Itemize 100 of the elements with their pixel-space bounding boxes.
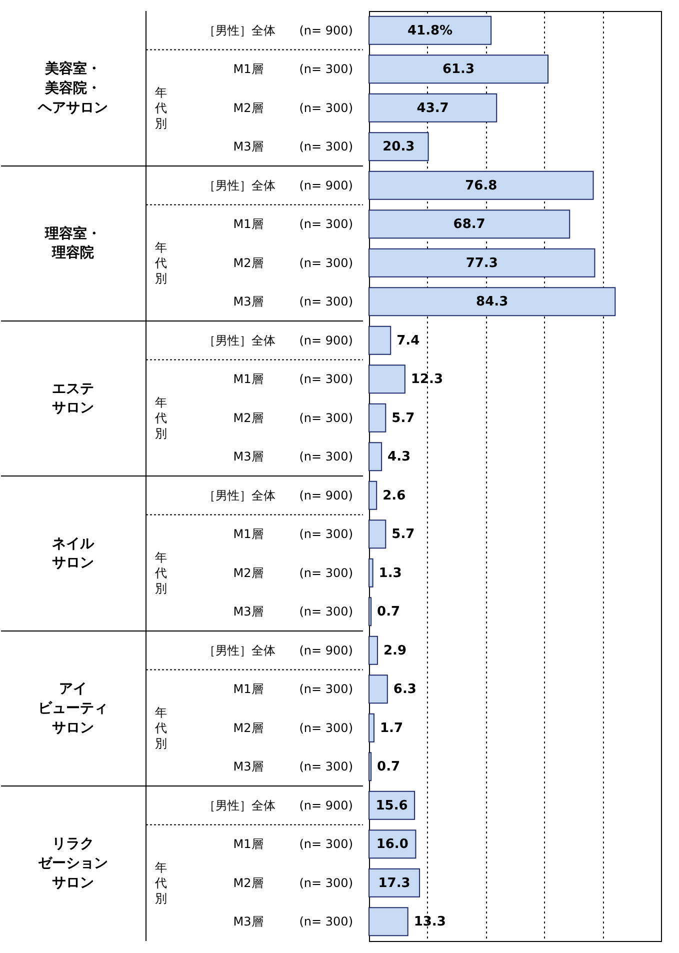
text: 理容院 [51,244,94,262]
bar [368,480,378,510]
y-tick-label: ［男性］全体 (n= 900) [203,178,353,192]
text: 別 [155,271,167,286]
text: 別 [155,426,167,440]
text: 年 [155,860,167,874]
bar [368,93,498,122]
text: ビューティ [38,700,108,716]
bar [368,326,392,355]
bar [368,364,406,394]
y-tick-label: M1層 (n= 300) [233,682,353,696]
text: 年 [155,395,167,410]
y-tick-label: M3層 (n= 300) [233,140,353,154]
text: 代 [154,410,167,425]
y-tick-label: M2層 (n= 300) [233,256,353,270]
y-tick-label: ［男性］全体 (n= 900) [203,643,353,658]
y-tick-label: M1層 (n= 300) [233,62,353,76]
y-tick-label: M2層 (n= 300) [233,720,353,735]
data-label: 15.6 [376,798,408,814]
bar [368,287,616,316]
text: 年 [155,240,167,254]
y-tick-label: M1層 (n= 300) [233,372,353,386]
y-tick-label: M2層 (n= 300) [233,100,353,115]
bar [368,442,382,472]
data-label: 4.3 [388,450,411,465]
text: リラク [52,836,94,852]
y-tick-label: M3層 (n= 300) [233,604,353,619]
data-label: 2.9 [383,643,406,658]
data-label: 6.3 [393,682,416,698]
data-label: 76.8 [465,178,498,194]
text: 年 [155,550,167,564]
y-tick-label: ［男性］全体 (n= 900) [203,798,353,812]
bar [368,520,386,549]
data-label: 17.3 [378,876,410,891]
y-tick-label: M2層 (n= 300) [233,566,353,580]
data-label: 0.7 [377,760,400,775]
text: 美容室・ [44,60,101,78]
text: 代 [154,876,167,890]
text: 代 [154,720,167,735]
bar [368,868,420,898]
data-label: 0.7 [377,604,400,620]
data-label: 61.3 [442,62,475,78]
y-tick-label: M1層 (n= 300) [233,837,353,852]
bar [368,558,374,588]
bar [368,248,596,278]
text: サロン [52,400,94,416]
text: 年 [155,85,167,100]
y-tick-label: M2層 (n= 300) [233,410,353,425]
text: サロン [52,874,94,891]
y-tick-label: M1層 (n= 300) [233,527,353,542]
data-label: 7.4 [396,333,420,348]
data-label: 1.7 [380,720,403,736]
text: 別 [155,891,167,906]
bar [368,907,408,936]
data-label: 20.3 [382,140,415,155]
bar [368,170,594,200]
text: 別 [155,736,167,750]
text: エステ [52,380,94,397]
text: 代 [154,256,167,270]
data-label: 84.3 [476,294,508,310]
bar [368,674,388,704]
text: 代 [154,100,167,115]
text: ゼーション [38,856,108,872]
bar [368,752,372,782]
data-label: 12.3 [410,372,443,388]
data-label: 5.7 [392,410,415,426]
y-tick-label: M3層 (n= 300) [233,760,353,774]
text: 年 [155,705,167,720]
text: サロン [52,720,94,736]
data-label: 77.3 [466,256,498,271]
text: 美容院・ [44,80,101,96]
bar [368,713,374,742]
text: サロン [52,555,94,572]
y-tick-label: ［男性］全体 (n= 900) [203,488,353,502]
bar [368,16,492,45]
text: アイ [59,681,87,698]
data-label: 13.3 [414,914,446,930]
data-label: 5.7 [392,527,415,542]
y-tick-label: ［男性］全体 (n= 900) [203,333,353,348]
data-label: 68.7 [453,217,486,232]
text: 理容室・ [44,224,101,242]
bar [368,597,372,626]
text: 代 [154,566,167,580]
data-label: 2.6 [382,488,406,504]
y-tick-label: M1層 (n= 300) [233,217,353,232]
data-label: 16.0 [376,837,408,852]
y-tick-label: M2層 (n= 300) [233,876,353,890]
data-label: 41.8% [407,23,453,38]
y-tick-label: M3層 (n= 300) [233,294,353,309]
text: ネイル [52,536,95,552]
data-label: 43.7 [416,100,449,116]
y-tick-label: M3層 (n= 300) [233,450,353,464]
bar [368,636,378,665]
data-label: 1.3 [378,566,402,581]
text: ヘアサロン [37,100,108,116]
y-tick-label: ［男性］全体 (n= 900) [203,23,353,38]
text: 別 [155,116,167,130]
bar [368,54,548,84]
text: 別 [155,581,167,596]
bar [368,403,386,432]
